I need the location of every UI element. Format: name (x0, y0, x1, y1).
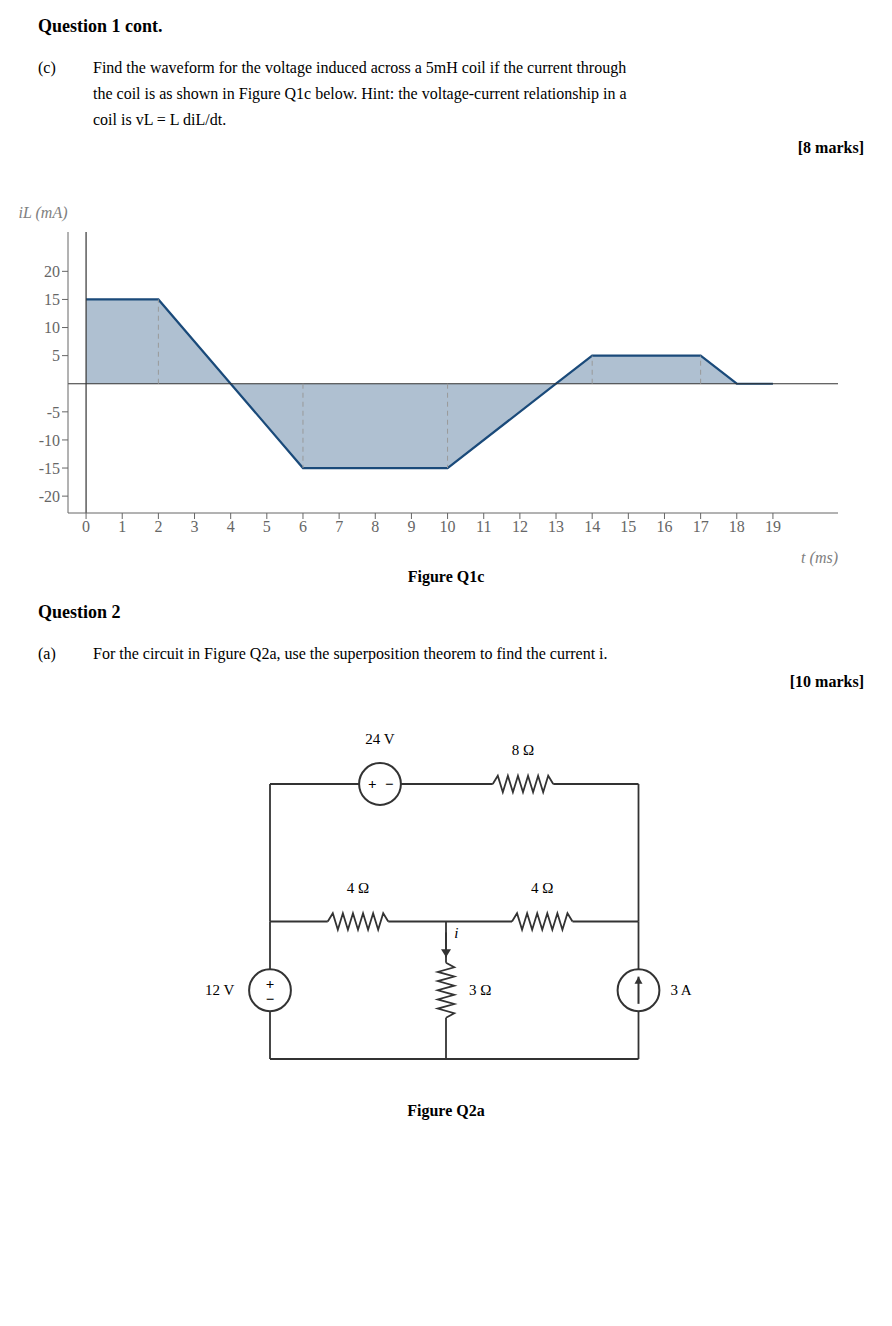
svg-text:3: 3 (191, 518, 199, 535)
html-text:coil is vL = L diL/dt.: coil is vL = L diL/dt. (93, 111, 227, 128)
svg-text:6: 6 (299, 518, 307, 535)
html-text:(c): (c) (38, 59, 56, 76)
svg-text:3 A: 3 A (670, 982, 691, 998)
svg-text:4 Ω: 4 Ω (347, 880, 369, 896)
html-text:Figure Q2a: Figure Q2a (407, 1102, 485, 1119)
svg-text:0: 0 (82, 518, 90, 535)
svg-text:15: 15 (620, 518, 636, 535)
svg-text:12 V: 12 V (205, 982, 234, 998)
html-text:Question 1 cont.: Question 1 cont. (38, 16, 163, 36)
html-text:the coil is as shown in Figure: the coil is as shown in Figure Q1c below… (93, 85, 627, 102)
svg-text:10: 10 (44, 319, 60, 336)
svg-text:-10: -10 (39, 432, 60, 449)
svg-text:17: 17 (693, 518, 709, 535)
svg-text:13: 13 (548, 518, 564, 535)
svg-text:5: 5 (52, 347, 60, 364)
svg-text:+: + (266, 976, 275, 992)
svg-text:8 Ω: 8 Ω (512, 742, 534, 758)
svg-text:2: 2 (154, 518, 162, 535)
html-text:Find the waveform for the volt: Find the waveform for the voltage induce… (93, 59, 627, 76)
svg-text:iL (mA): iL (mA) (18, 204, 67, 222)
html-text:Figure Q1c: Figure Q1c (407, 568, 485, 585)
html-text:[10 marks]: [10 marks] (789, 673, 864, 690)
svg-text:t (ms): t (ms) (801, 549, 838, 567)
svg-text:20: 20 (44, 263, 60, 280)
svg-text:18: 18 (729, 518, 745, 535)
html-text:For the circuit in Figure Q2a,: For the circuit in Figure Q2a, use the s… (93, 645, 608, 662)
svg-text:10: 10 (440, 518, 456, 535)
svg-text:3 Ω: 3 Ω (469, 982, 491, 998)
svg-text:-20: -20 (39, 488, 60, 505)
svg-text:7: 7 (335, 518, 343, 535)
svg-text:-15: -15 (39, 460, 60, 477)
html-text:[8 marks]: [8 marks] (797, 139, 864, 156)
svg-text:15: 15 (44, 291, 60, 308)
svg-text:-5: -5 (47, 404, 60, 421)
html-text:Question 2: Question 2 (38, 602, 121, 622)
svg-text:+: + (368, 776, 377, 792)
html-text:(a): (a) (38, 645, 56, 662)
svg-text:i: i (454, 925, 458, 941)
svg-text:1: 1 (118, 518, 126, 535)
svg-text:24 V: 24 V (365, 731, 394, 747)
svg-text:−: − (266, 991, 275, 1007)
svg-text:8: 8 (371, 518, 379, 535)
svg-text:14: 14 (584, 518, 600, 535)
svg-text:19: 19 (765, 518, 781, 535)
svg-text:5: 5 (263, 518, 271, 535)
svg-text:4: 4 (227, 518, 235, 535)
svg-text:12: 12 (512, 518, 528, 535)
svg-text:4 Ω: 4 Ω (531, 880, 553, 896)
svg-text:−: − (385, 776, 394, 792)
svg-text:9: 9 (407, 518, 415, 535)
svg-text:16: 16 (656, 518, 672, 535)
svg-text:11: 11 (476, 518, 491, 535)
